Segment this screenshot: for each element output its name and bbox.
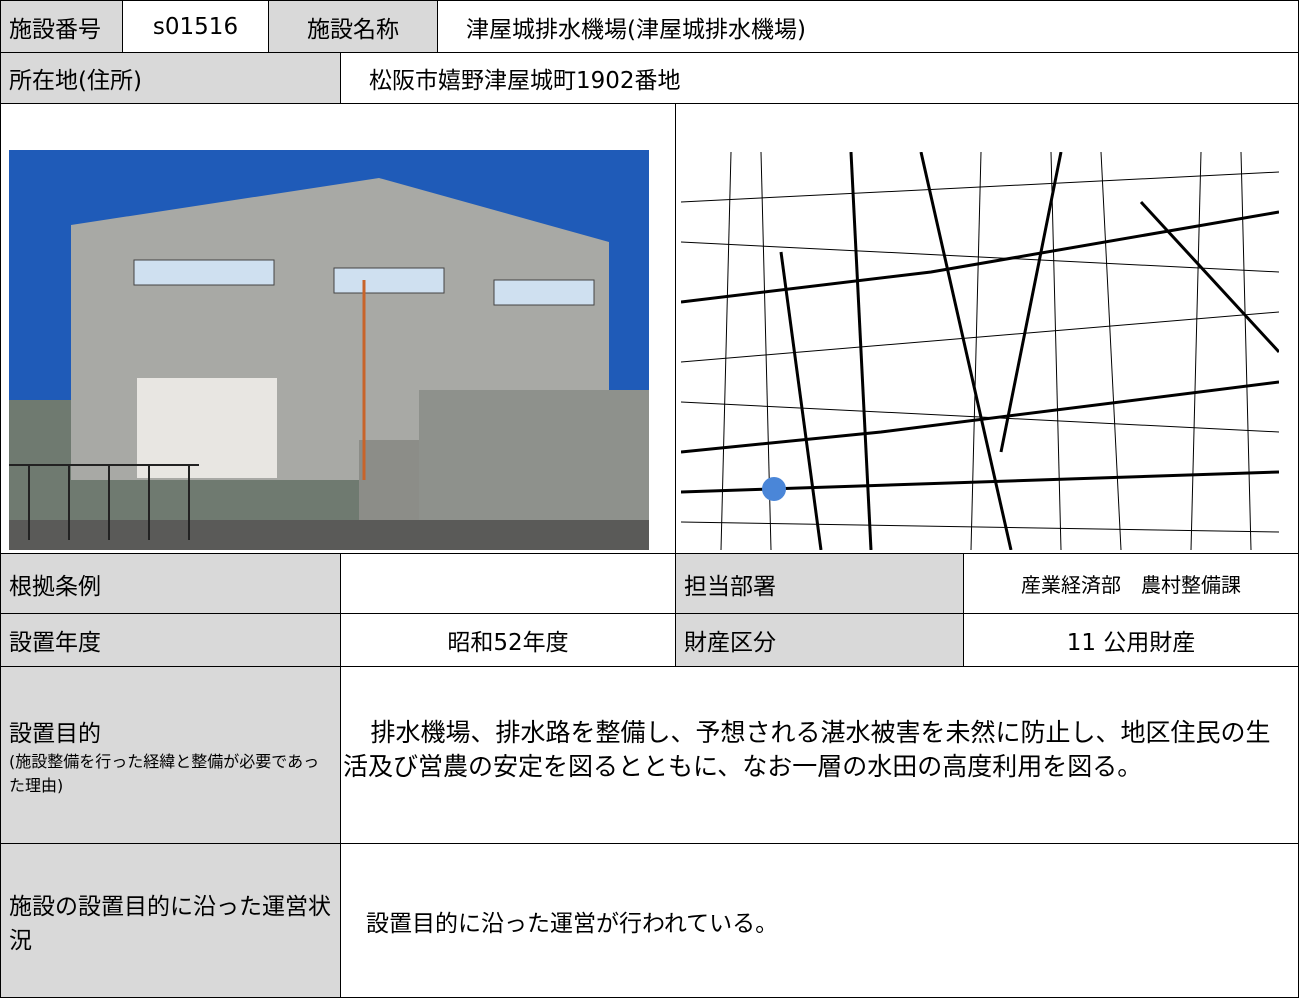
label: 担当部署	[684, 573, 776, 600]
cell: 昭和52年度	[340, 613, 676, 667]
map	[681, 152, 1279, 550]
photo-cell	[0, 103, 676, 554]
map-cell	[675, 103, 1299, 554]
value: 産業経済部 農村整備課	[1021, 573, 1241, 597]
cell: 産業経済部 農村整備課	[963, 553, 1299, 614]
cell: 担当部署	[675, 553, 964, 614]
note: (施設整備を行った経緯と整備が必要であった理由)	[9, 752, 320, 795]
label: 設置目的	[9, 721, 101, 747]
cell: 設置目的 (施設整備を行った経緯と整備が必要であった理由)	[0, 666, 341, 844]
photo	[9, 150, 649, 550]
cell: 施設番号	[0, 0, 123, 53]
cell: 11 公用財産	[963, 613, 1299, 667]
cell: 施設名称	[268, 0, 438, 53]
label: 所在地(住所)	[9, 68, 142, 94]
cell: 松阪市嬉野津屋城町1902番地	[340, 52, 1299, 104]
cell: 津屋城排水機場(津屋城排水機場)	[437, 0, 1299, 53]
value: 津屋城排水機場(津屋城排水機場)	[466, 16, 806, 43]
label: 施設名称	[307, 16, 399, 43]
cell: s01516	[122, 0, 269, 53]
value: 昭和52年度	[447, 630, 569, 656]
value: 設置目的に沿った運営が行われている。	[366, 910, 779, 937]
cell: 設置目的に沿った運営が行われている。	[340, 843, 1299, 998]
value: s01516	[152, 13, 239, 40]
label: 施設の設置目的に沿った運営状況	[9, 893, 331, 954]
cell: 施設の設置目的に沿った運営状況	[0, 843, 341, 998]
cell: 排水機場、排水路を整備し、予想される湛水被害を未然に防止し、地区住民の生活及び営…	[340, 666, 1299, 844]
value: 松阪市嬉野津屋城町1902番地	[369, 68, 681, 94]
label-group: 設置目的 (施設整備を行った経緯と整備が必要であった理由)	[9, 714, 332, 796]
cell	[340, 553, 676, 614]
value: 11 公用財産	[1066, 630, 1196, 656]
label: 施設番号	[9, 16, 101, 43]
label: 設置年度	[9, 630, 101, 656]
cell: 設置年度	[0, 613, 341, 667]
cell: 所在地(住所)	[0, 52, 341, 104]
cell: 財産区分	[675, 613, 964, 667]
label: 財産区分	[684, 630, 776, 656]
label: 根拠条例	[9, 573, 101, 600]
cell: 根拠条例	[0, 553, 341, 614]
value: 排水機場、排水路を整備し、予想される湛水被害を未然に防止し、地区住民の生活及び営…	[343, 718, 1271, 781]
